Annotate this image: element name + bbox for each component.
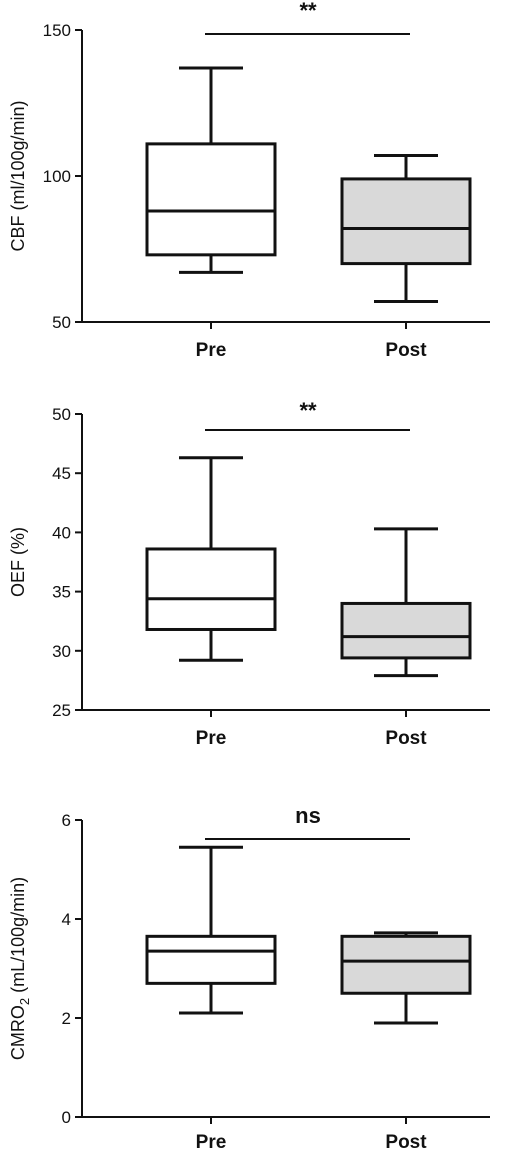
iqr-box — [145, 934, 277, 985]
x-category-label: Post — [385, 728, 427, 749]
iqr-box — [340, 601, 472, 660]
y-axis-label: CMRO2 (mL/100g/min) — [8, 877, 32, 1060]
y-tick-label: 100 — [43, 167, 71, 186]
x-category-label: Post — [385, 340, 427, 361]
x-category-label: Post — [385, 1132, 427, 1153]
y-tick-label: 25 — [52, 701, 71, 720]
chart-panel-1: 50 100 150 Pre Post ** CBF (ml/100g/min) — [8, 0, 490, 361]
iqr-box — [340, 934, 472, 995]
iqr-box — [340, 177, 472, 266]
y-tick-label: 0 — [62, 1108, 71, 1127]
box-pre — [145, 845, 277, 1015]
y-tick-label: 4 — [62, 910, 71, 929]
iqr-box — [145, 547, 277, 631]
x-category-label: Pre — [196, 340, 227, 361]
significance-label: ** — [299, 398, 317, 423]
y-tick-label: 30 — [52, 642, 71, 661]
y-tick-label: 2 — [62, 1009, 71, 1028]
box-post — [340, 527, 472, 678]
y-tick-label: 150 — [43, 21, 71, 40]
y-tick-label: 50 — [52, 405, 71, 424]
y-tick-label: 6 — [62, 811, 71, 830]
box-pre — [145, 456, 277, 662]
y-axis-label: OEF (%) — [8, 527, 28, 597]
chart-panel-2: 25 30 35 40 45 50 Pre Post ** OEF (%) — [8, 398, 490, 749]
box-pre — [145, 66, 277, 274]
y-tick-label: 50 — [52, 313, 71, 332]
iqr-box — [145, 142, 277, 257]
y-axis-label: CBF (ml/100g/min) — [8, 100, 28, 251]
x-category-label: Pre — [196, 1132, 227, 1153]
y-tick-label: 45 — [52, 464, 71, 483]
box-post — [340, 154, 472, 304]
y-tick-label: 40 — [52, 523, 71, 542]
y-tick-label: 35 — [52, 583, 71, 602]
x-category-label: Pre — [196, 728, 227, 749]
significance-label: ns — [295, 803, 321, 828]
chart-panel-3: 0 2 4 6 Pre Post ns CMRO2 (mL/100g/min) — [8, 803, 490, 1153]
significance-label: ** — [299, 0, 317, 23]
box-post — [340, 931, 472, 1025]
